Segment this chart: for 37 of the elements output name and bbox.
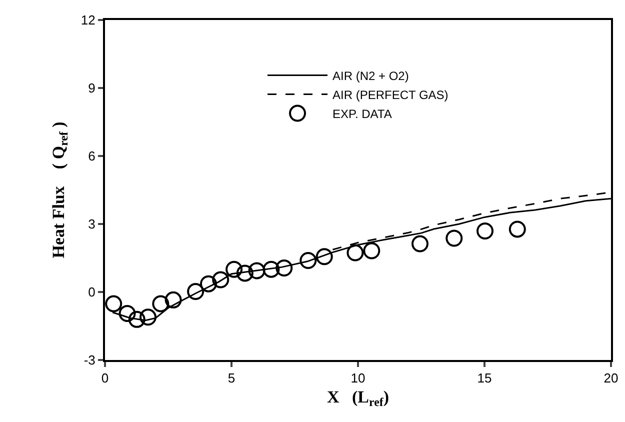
legend-label: AIR (N2 + O2) [332,68,409,83]
point [316,248,333,266]
point [276,259,293,276]
point [363,242,380,260]
x-tick-label: 5 [228,370,236,386]
y-tick-label: 9 [88,80,96,96]
point [187,283,204,300]
x-tick-label: 15 [477,370,492,386]
point [346,244,364,262]
point [200,275,217,292]
point [140,308,157,326]
point [212,271,230,288]
x-tick-label: 0 [101,370,109,386]
y-tick-label: 6 [88,148,96,164]
point [262,260,280,278]
point [508,220,526,238]
y-tick-label: 12 [80,12,96,28]
point [248,262,266,280]
x-axis-title: X (L$_{ref}$) [326,388,390,410]
point [411,235,428,252]
x-tick-label: 20 [604,370,618,386]
point [118,305,136,322]
x-tick-label: 10 [350,370,366,386]
point [226,260,243,278]
legend-label: EXP. DATA [332,106,392,121]
point [164,291,182,308]
point [105,295,122,312]
legend-label: AIR (PERFECT GAS) [332,88,448,102]
y-tick-label: 3 [88,216,96,232]
point [476,222,494,240]
point [446,230,463,247]
point [300,252,317,269]
y-tick-label: 0 [88,284,96,300]
point [128,310,146,328]
y-tick-label: -3 [84,352,96,368]
point [236,264,254,282]
point [152,295,170,312]
